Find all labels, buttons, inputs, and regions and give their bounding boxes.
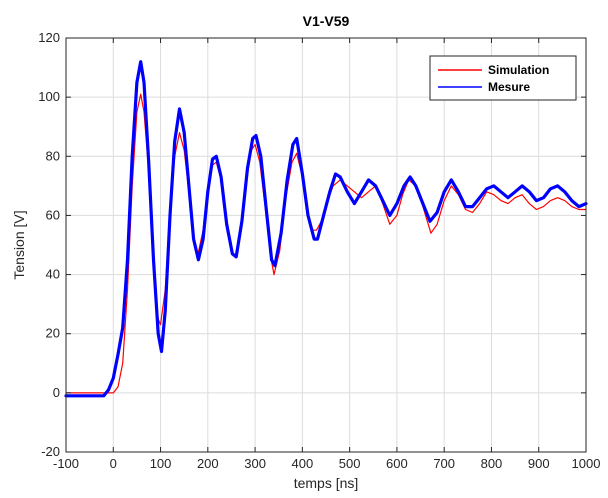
- y-tick-label: 100: [38, 89, 60, 104]
- y-tick-label: 80: [46, 148, 60, 163]
- x-axis-label: temps [ns]: [294, 475, 359, 491]
- x-tick-label: -100: [53, 456, 79, 471]
- x-tick-label: 300: [244, 456, 266, 471]
- x-tick-label: 500: [339, 456, 361, 471]
- x-tick-label: 800: [481, 456, 503, 471]
- plot-frame: [65, 37, 587, 453]
- x-tick-label: 900: [528, 456, 550, 471]
- axis-ticks: -100 0 100 200 300 400 500 600 700 800 900 1000 -20 0…: [38, 30, 600, 471]
- y-tick-label: 60: [46, 207, 60, 222]
- chart-title: V1-V59: [303, 13, 350, 29]
- x-tick-label: 0: [110, 456, 117, 471]
- y-tick-label: 20: [46, 326, 60, 341]
- legend: Simulation Mesure: [429, 55, 577, 101]
- series-layer: [64, 60, 588, 398]
- x-tick-label: 200: [197, 456, 219, 471]
- series-line-mesure: [64, 60, 588, 398]
- y-tick-label: 40: [46, 267, 60, 282]
- x-tick-label: 100: [150, 456, 172, 471]
- x-tick-label: 600: [386, 456, 408, 471]
- y-tick-label: 120: [38, 30, 60, 45]
- x-tick-label: 1000: [572, 456, 601, 471]
- y-tick-label: -20: [41, 444, 60, 459]
- y-axis-label: Tension [V]: [11, 210, 27, 279]
- legend-box: [429, 55, 577, 101]
- x-tick-label: 400: [292, 456, 314, 471]
- legend-label-mesure: Mesure: [488, 80, 530, 94]
- x-tick-label: 700: [433, 456, 455, 471]
- legend-label-simulation: Simulation: [488, 63, 549, 77]
- y-tick-label: 0: [53, 385, 60, 400]
